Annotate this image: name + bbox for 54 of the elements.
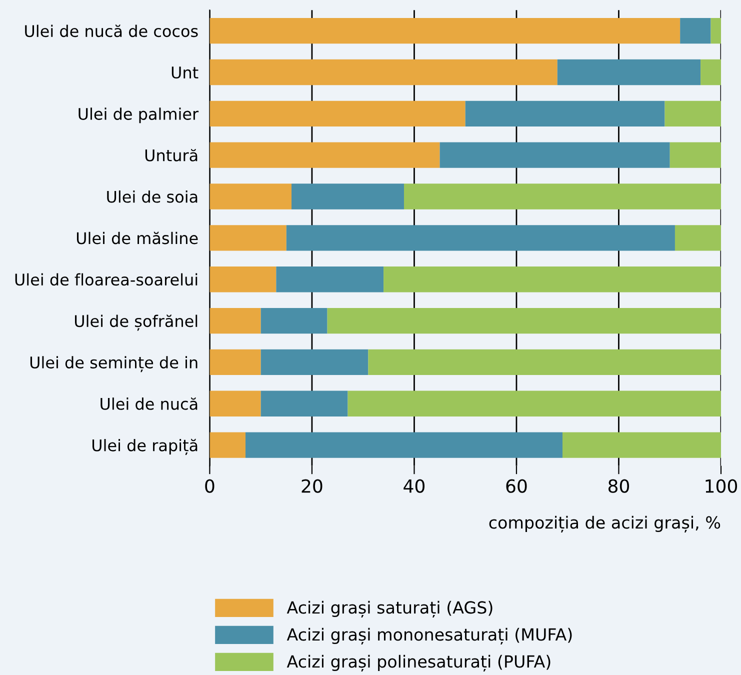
y-tick-label: Ulei de soia xyxy=(107,190,198,203)
bar xyxy=(710,18,721,44)
x-tick-label: 0 xyxy=(205,479,214,493)
bar xyxy=(680,18,711,44)
bar xyxy=(260,349,368,376)
bar xyxy=(276,266,384,292)
x-axis-title: compoziția de acizi grași, % xyxy=(489,516,720,533)
bar xyxy=(210,225,286,251)
bar xyxy=(368,349,721,376)
bar xyxy=(670,142,721,168)
bar xyxy=(210,100,466,127)
y-tick-label: Ulei de semințe de in xyxy=(30,356,198,372)
bar xyxy=(210,142,440,168)
bar xyxy=(210,349,261,376)
y-tick-label: Untură xyxy=(145,148,198,162)
x-tick-label: 40 xyxy=(404,479,425,493)
bar xyxy=(384,266,721,292)
bar xyxy=(210,308,261,334)
bar xyxy=(700,59,721,86)
bar xyxy=(465,100,665,127)
x-tick-label: 80 xyxy=(608,479,630,493)
y-tick-label: Unt xyxy=(172,66,198,79)
bar xyxy=(674,225,721,251)
x-tick-label: 20 xyxy=(302,479,322,493)
legend-label: Acizi grași polinesaturați (PUFA) xyxy=(286,654,550,672)
bar xyxy=(210,432,246,458)
legend-label: Acizi grași mononesaturați (MUFA) xyxy=(286,628,572,645)
bar xyxy=(404,184,721,210)
bar xyxy=(348,390,721,416)
y-tick-label: Ulei de nucă xyxy=(100,397,198,410)
y-tick-label: Ulei de floarea-soarelui xyxy=(15,273,198,286)
y-tick-label: Ulei de nucă de cocos xyxy=(25,24,198,38)
bar xyxy=(260,390,348,416)
bar xyxy=(210,390,261,416)
bar xyxy=(557,59,701,86)
bar xyxy=(245,432,562,458)
bar xyxy=(292,184,404,210)
bar xyxy=(440,142,670,168)
bar xyxy=(260,308,328,334)
y-tick-label: Ulei de măsline xyxy=(76,232,198,244)
bar xyxy=(327,308,721,334)
bar xyxy=(210,184,292,210)
y-tick-label: Ulei de șofrănel xyxy=(75,314,198,331)
bar xyxy=(562,432,721,458)
y-tick-label: Ulei de palmier xyxy=(78,108,199,124)
bar xyxy=(286,225,675,251)
bar xyxy=(210,266,276,292)
bar xyxy=(210,59,558,86)
y-tick-label: Ulei de rapiță xyxy=(92,438,198,455)
legend-label: Acizi grași saturați (AGS) xyxy=(286,600,492,618)
x-tick-label: 100 xyxy=(706,479,738,493)
bar xyxy=(210,18,680,44)
x-tick-label: 60 xyxy=(506,479,527,493)
bar xyxy=(664,100,721,127)
